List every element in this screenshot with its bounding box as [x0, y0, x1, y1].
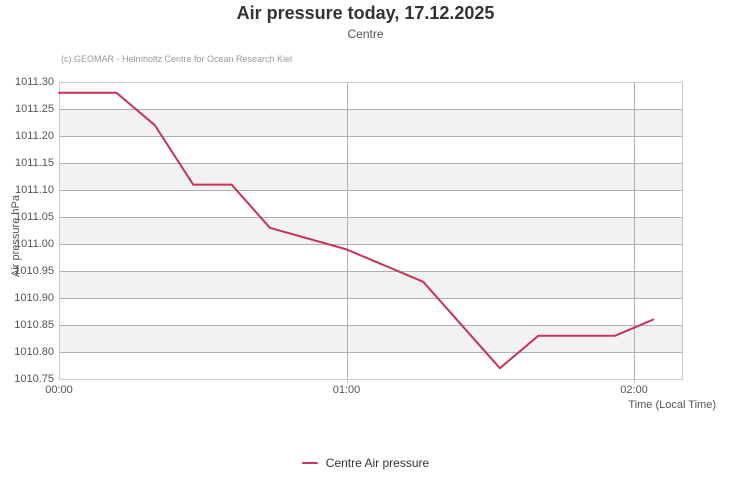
plot-band [59, 163, 682, 190]
x-axis-label: 01:00 [332, 384, 361, 396]
y-axis-label: 1011.05 [15, 211, 54, 223]
y-axis-label: 1010.90 [14, 292, 54, 304]
chart-title: Air pressure today, 17.12.2025 [236, 3, 495, 23]
x-axis-label: 00:00 [45, 384, 73, 396]
y-axis-label: 1010.75 [14, 373, 54, 385]
x-axis-title: Time (Local Time) [628, 399, 716, 411]
plot-band [59, 217, 682, 244]
plot-band [59, 271, 682, 298]
series-line-centre-air-pressure[interactable] [58, 91, 655, 370]
y-axis-label: 1011.20 [15, 130, 54, 142]
y-axis-label: 1011.00 [15, 238, 54, 250]
legend-label: Centre Air pressure [325, 456, 430, 470]
y-axis-label: 1011.30 [15, 76, 54, 88]
chart-subtitle: Centre [347, 27, 384, 41]
legend-line-marker-icon [301, 462, 318, 464]
y-axis-label: 1011.10 [15, 184, 54, 196]
y-axis-label: 1011.15 [15, 157, 54, 169]
plot-band [59, 109, 682, 136]
y-axis-label: 1010.95 [14, 265, 54, 277]
plot-band [59, 325, 682, 352]
y-axis-label: 1010.85 [14, 319, 54, 331]
x-axis-label: 02:00 [620, 384, 648, 396]
plot-border [59, 82, 683, 380]
y-axis-label: 1010.80 [14, 346, 54, 358]
legend-item-centre-air-pressure[interactable]: Centre Air pressure [0, 456, 731, 470]
chart-credits: (c) GEOMAR - Helmholtz Centre for Ocean … [61, 54, 293, 64]
y-axis-label: 1011.25 [15, 103, 54, 115]
